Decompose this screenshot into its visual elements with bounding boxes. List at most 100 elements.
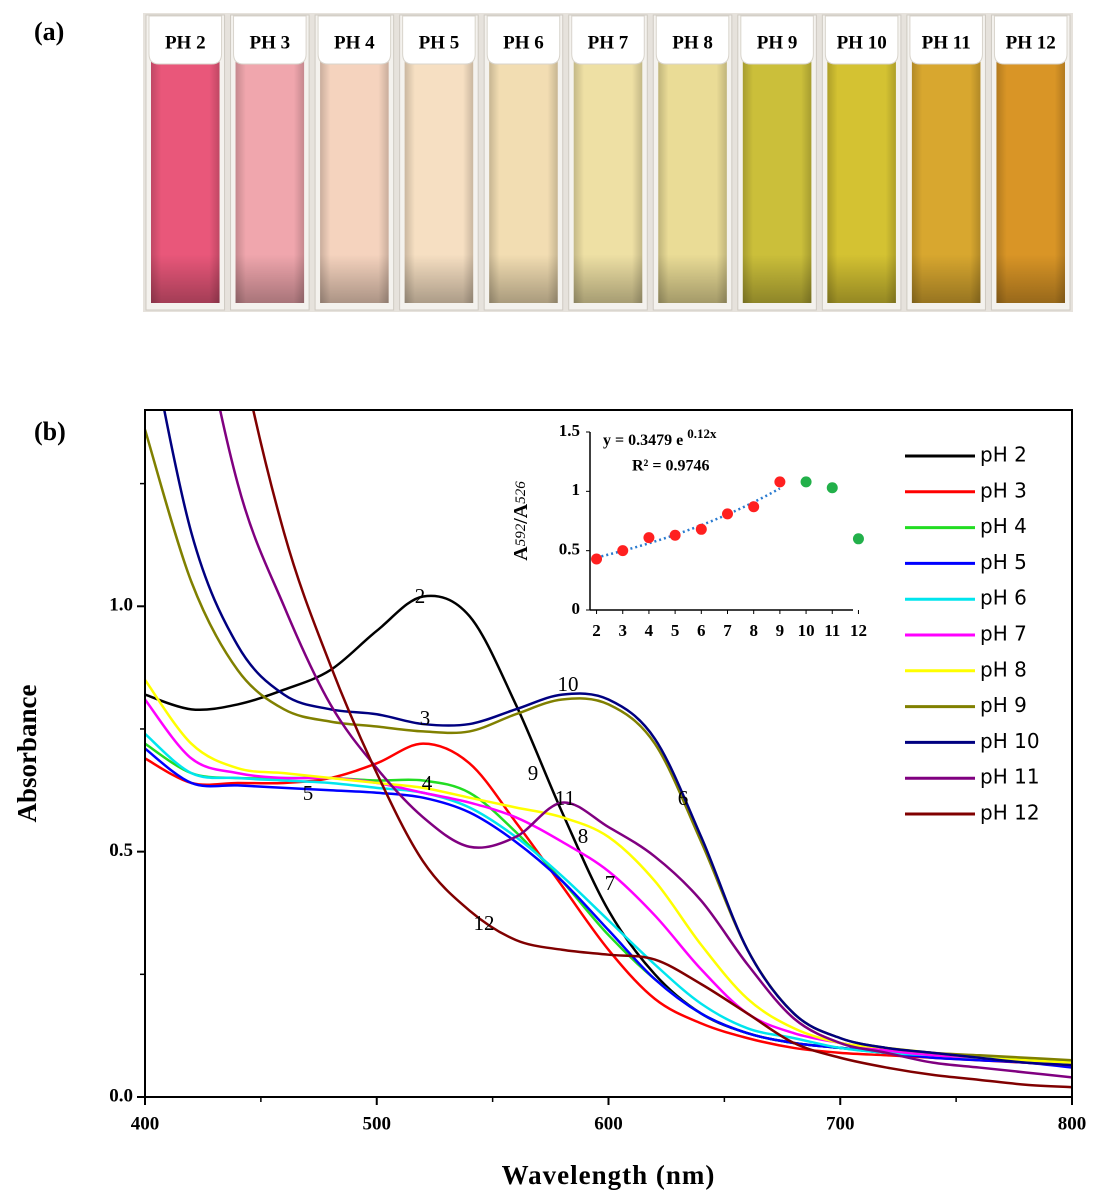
y-axis-label: Absorbance <box>12 684 42 822</box>
cuvette-shade <box>235 60 305 303</box>
equation-text: y = 0.3479 e <box>603 432 683 449</box>
curve-annotation: 10 <box>558 672 579 696</box>
cuvette-shade <box>489 60 558 303</box>
cuvette-label: PH 2 <box>165 32 206 53</box>
x-tick-label: 700 <box>826 1113 855 1134</box>
inset-point <box>617 545 629 557</box>
cuvette-label: PH 5 <box>419 32 460 53</box>
x-tick-label: 400 <box>131 1113 160 1134</box>
legend-label: pH 11 <box>980 765 1040 789</box>
series-line <box>162 410 1072 1067</box>
cuvette-cap <box>909 15 983 65</box>
legend-label: pH 5 <box>980 550 1027 574</box>
cuvette-shade <box>404 60 474 303</box>
series-line <box>145 594 1072 1064</box>
cuvette-shade <box>827 60 896 303</box>
cuvette-shade <box>658 60 727 303</box>
cuvette-label: PH 3 <box>249 32 290 53</box>
inset-x-tick-label: 12 <box>850 621 867 640</box>
curve-annotation: 11 <box>555 786 575 810</box>
series-line <box>145 742 1072 1067</box>
cuvette-cap <box>148 15 223 65</box>
panel-label: (a) <box>34 17 64 46</box>
legend-label: pH 9 <box>980 693 1027 717</box>
cuvette-cap <box>993 15 1068 65</box>
inset-point <box>722 508 733 520</box>
inset-x-tick-label: 7 <box>723 621 732 640</box>
curve-annotation: 4 <box>422 771 433 795</box>
series-line <box>145 747 1072 1069</box>
inset-x-tick-label: 11 <box>824 621 840 640</box>
y-tick-label: 0.0 <box>109 1085 133 1106</box>
curve-annotation: 12 <box>474 911 495 935</box>
inset-y-tick-label: 0.5 <box>559 540 580 559</box>
inset-y-tick-label: 1.5 <box>559 421 580 440</box>
cuvettes: PH 2 PH 3 PH 4 PH 5 PH 6 PH 7 PH 8 PH 9 PH 10 PH … <box>145 14 1071 311</box>
cuvette-label: PH 12 <box>1006 32 1056 53</box>
cuvette-cap <box>655 15 730 65</box>
series-line <box>145 742 1072 1064</box>
curve-annotation: 8 <box>578 824 589 848</box>
inset-point <box>800 476 812 488</box>
inset-x-tick-label: 8 <box>749 621 758 640</box>
inset-x-tick-label: 3 <box>618 621 627 640</box>
inset-point <box>826 482 838 494</box>
inset-y-label-part: 526 <box>513 481 529 504</box>
cuvette-shade <box>911 60 981 303</box>
cuvette-shade <box>151 60 220 303</box>
inset-y-label-part: A <box>510 546 532 561</box>
series-line <box>145 429 1072 1062</box>
inset-y-tick-label: 1 <box>572 480 581 499</box>
legend-label: pH 10 <box>980 729 1040 753</box>
inset-equation: y = 0.3479 e 0.12x <box>603 426 717 449</box>
cuvette-shade <box>996 60 1065 303</box>
cuvette-cap <box>402 15 476 65</box>
legend-label: pH 8 <box>980 657 1027 681</box>
cuvette-cap <box>571 15 645 65</box>
inset-point <box>774 476 786 488</box>
y-tick-label: 0.5 <box>109 840 133 861</box>
inset-y-tick-label: 0 <box>572 599 581 618</box>
legend-label: pH 4 <box>980 514 1027 538</box>
cuvette-shade <box>573 60 643 303</box>
curve-annotation: 6 <box>678 786 689 810</box>
cuvette-label: PH 8 <box>672 32 713 53</box>
cuvette-cap <box>740 15 814 65</box>
cuvette-label: PH 11 <box>922 32 971 53</box>
inset-point <box>591 553 603 565</box>
cuvette-cap <box>486 15 561 65</box>
inset-point <box>748 501 760 513</box>
inset-r2: R² = 0.9746 <box>632 458 709 475</box>
inset-point <box>695 523 707 535</box>
inset-point <box>643 532 655 544</box>
y-tick-label: 1.0 <box>109 595 133 616</box>
x-tick-label: 600 <box>594 1113 623 1134</box>
cuvette-shade <box>742 60 812 303</box>
inset-x-tick-label: 4 <box>645 621 654 640</box>
curve-annotation: 7 <box>605 871 616 895</box>
inset-y-label: A592/A526 <box>510 481 532 561</box>
curve-annotation: 3 <box>420 706 431 730</box>
inset-x-tick-label: 9 <box>776 621 785 640</box>
x-tick-label: 800 <box>1058 1113 1087 1134</box>
x-axis-label: Wavelength (nm) <box>502 1160 716 1190</box>
cuvette-cap <box>824 15 899 65</box>
cuvette-cap <box>317 15 392 65</box>
legend-label: pH 3 <box>980 478 1027 502</box>
plot-frame <box>144 409 1073 1098</box>
legend-label: pH 7 <box>980 622 1027 646</box>
cuvette-label: PH 6 <box>503 32 544 53</box>
inset-y-label-part: 592 <box>513 523 529 546</box>
legend-label: pH 12 <box>980 801 1040 825</box>
cuvette-label: PH 10 <box>837 32 887 53</box>
x-tick-label: 500 <box>363 1113 392 1134</box>
inset-x-tick-label: 5 <box>671 621 680 640</box>
inset-y-label-part: /A <box>510 503 532 525</box>
cuvette-label: PH 4 <box>334 32 375 53</box>
equation-exponent: 0.12x <box>687 426 717 441</box>
inset-point <box>669 529 681 541</box>
cuvette-shade <box>320 60 389 303</box>
series-line <box>145 698 1072 1067</box>
